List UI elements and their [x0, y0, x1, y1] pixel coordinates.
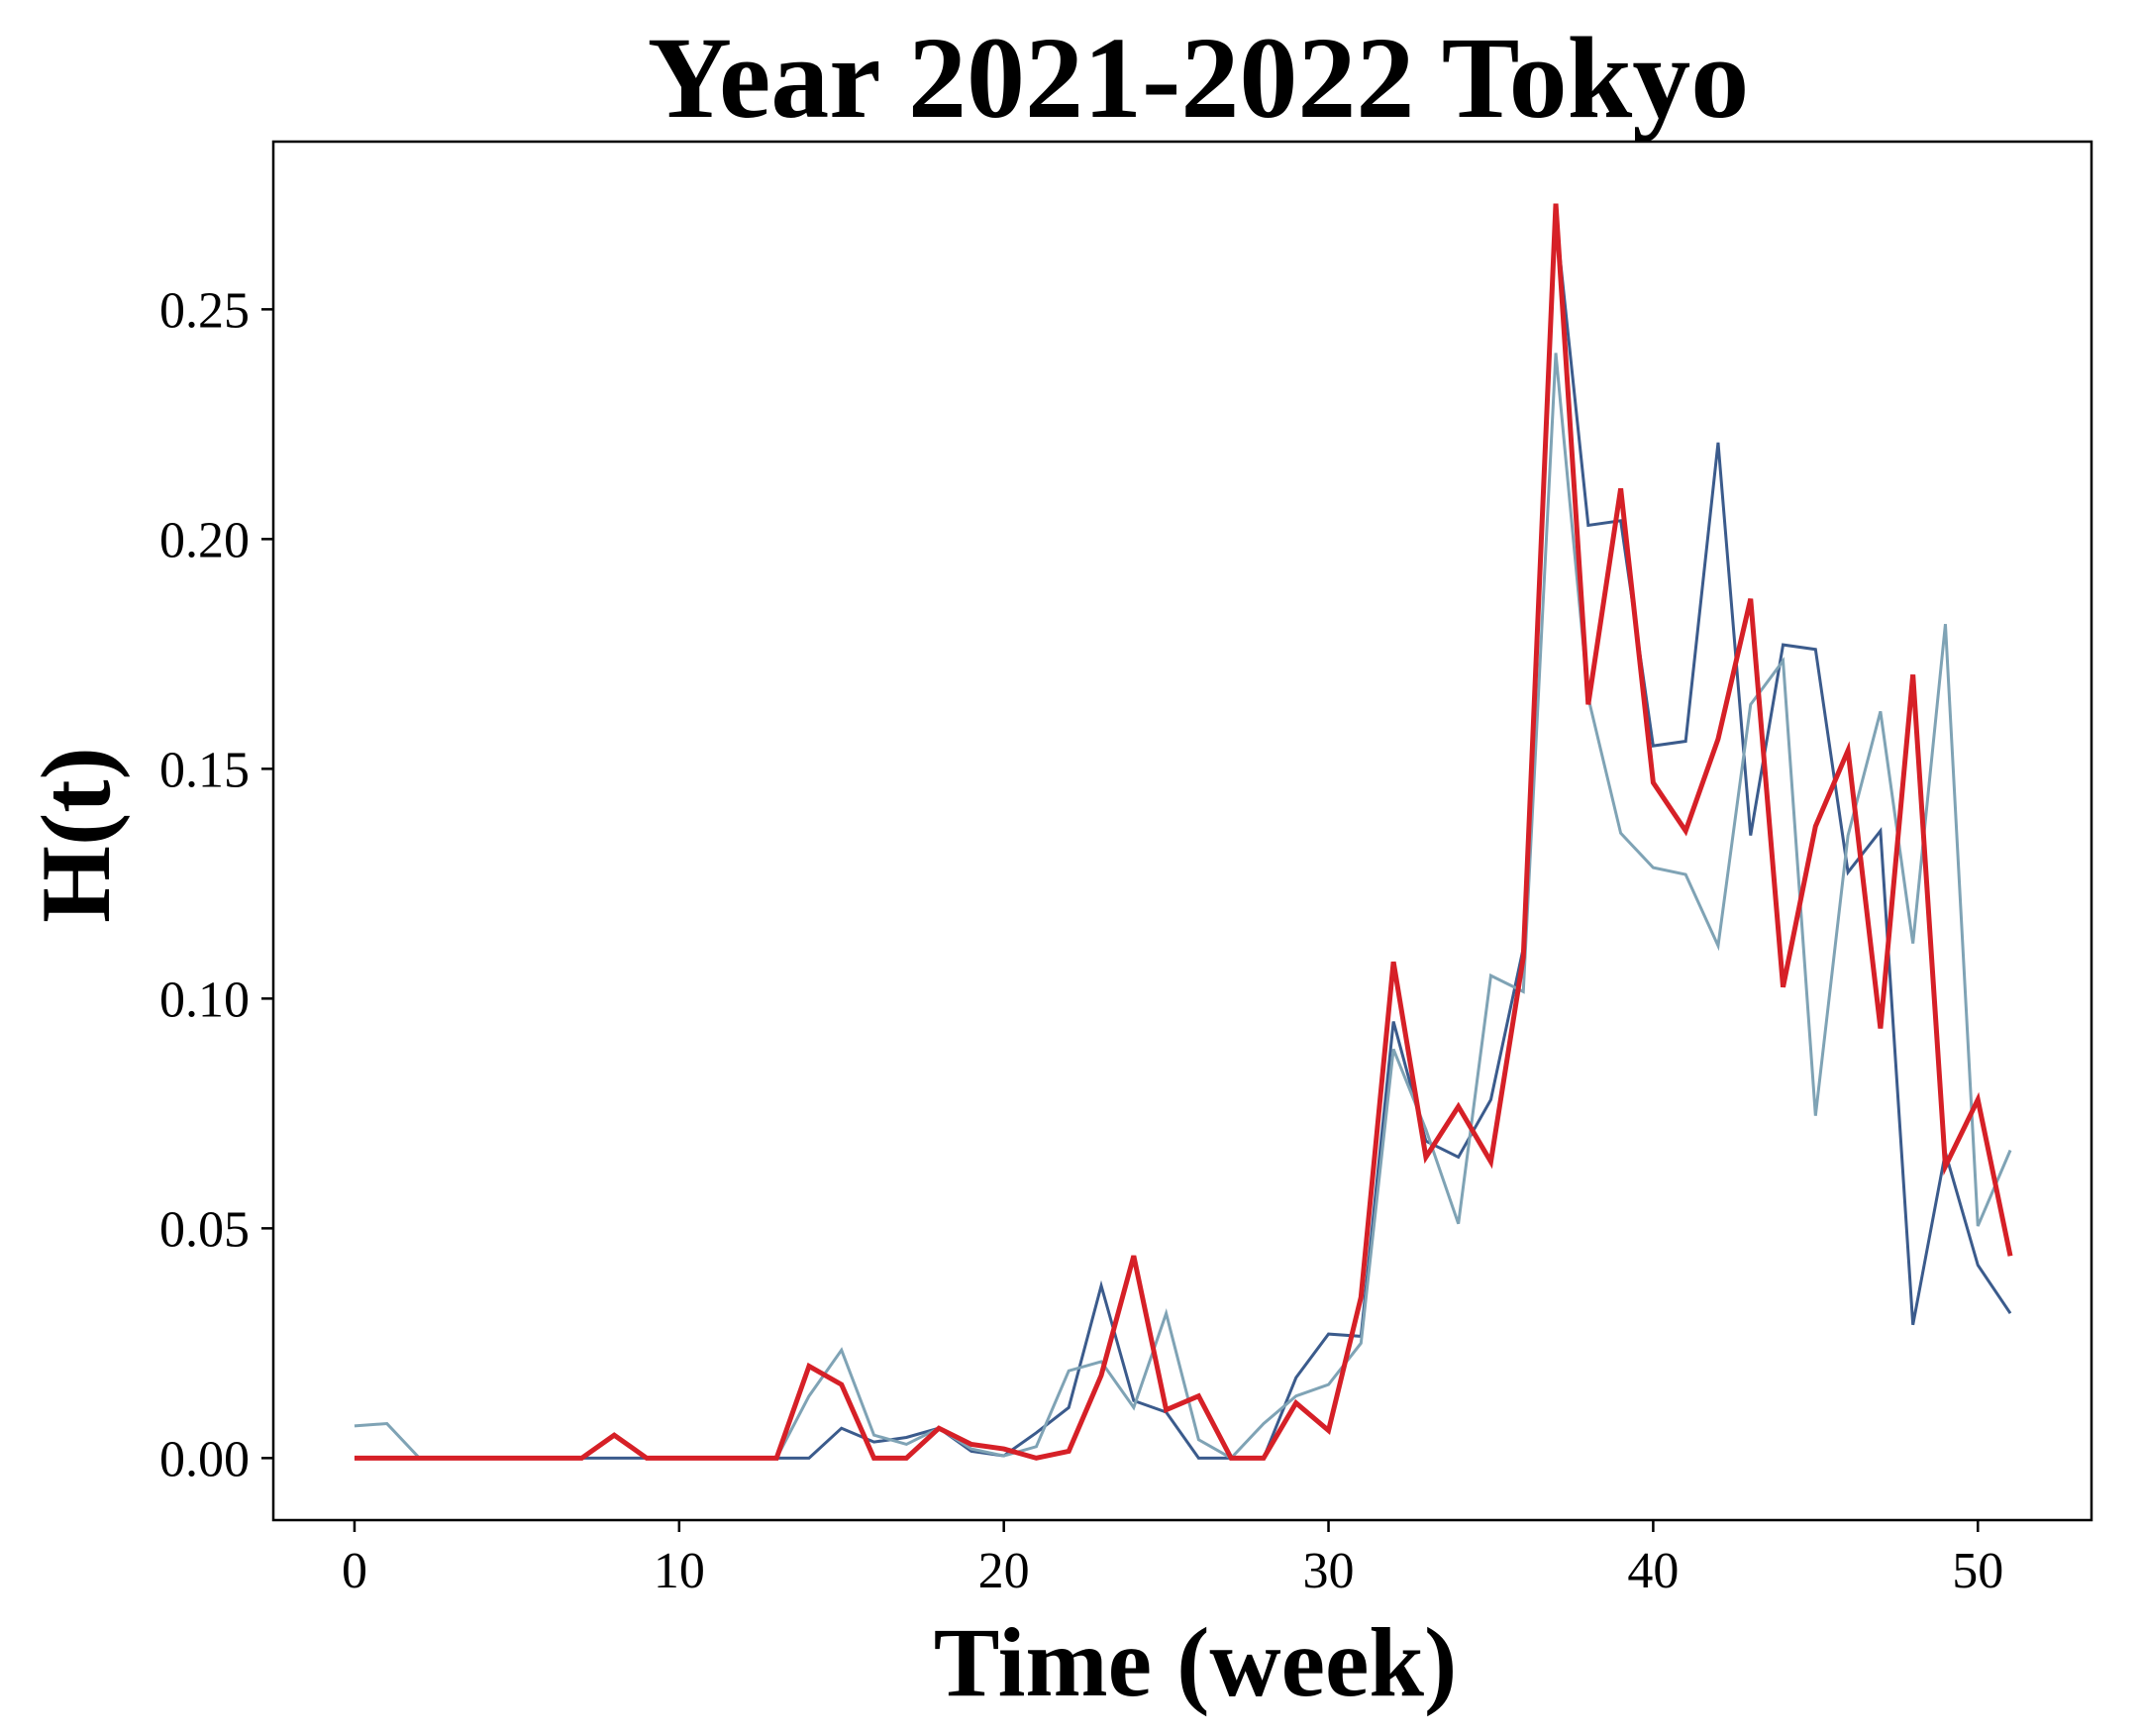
y-tick-label: 0.20: [159, 512, 250, 568]
x-tick-label: 50: [1952, 1543, 2003, 1599]
y-tick-label: 0.05: [159, 1201, 250, 1258]
chart-title: Year 2021-2022 Tokyo: [648, 13, 1749, 143]
y-axis: 0.00 0.05 0.10 0.15 0.20 0.25: [159, 282, 273, 1487]
series-layer: [354, 203, 2013, 1461]
y-tick-label: 0.15: [159, 742, 250, 798]
y-tick-label: 0.10: [159, 971, 250, 1028]
plot-area-frame: [271, 140, 2093, 1522]
x-tick-label: 40: [1627, 1543, 1679, 1599]
y-tick-label: 0.00: [159, 1431, 250, 1487]
x-tick-label: 30: [1303, 1543, 1355, 1599]
y-tick-label: 0.25: [159, 282, 250, 339]
x-tick-label: 20: [978, 1543, 1030, 1599]
x-axis-label: Time (week): [934, 1607, 1458, 1717]
x-tick-label: 10: [654, 1543, 705, 1599]
x-axis: 0 10 20 30 40 50: [342, 1520, 2003, 1599]
y-axis-label: H(t): [21, 747, 131, 923]
series-line-series-red: [354, 203, 2013, 1461]
series-line-series-dark-blue: [354, 217, 2012, 1460]
x-tick-label: 0: [342, 1543, 367, 1599]
